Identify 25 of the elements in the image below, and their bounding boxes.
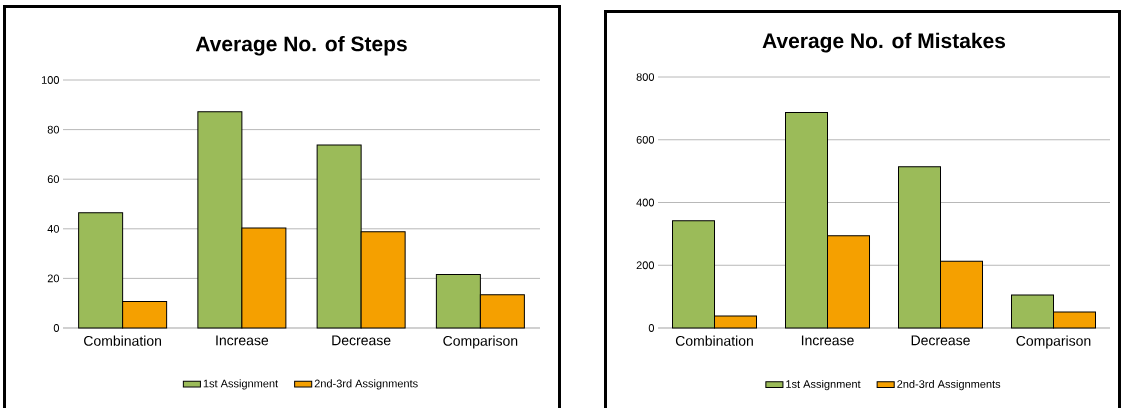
y-tick-label: 100 <box>41 76 60 84</box>
x-tick-label: Combination <box>84 335 162 346</box>
y-tick-label: 200 <box>636 261 655 270</box>
chart-title: Average No. of Steps <box>195 35 407 56</box>
x-tick-label: Comparison <box>1016 335 1091 349</box>
x-tick-label: Increase <box>801 335 854 346</box>
x-tick-label: Decrease <box>332 335 391 346</box>
legend-label: 2nd-3rd Assignments <box>314 379 418 390</box>
y-tick-label: 800 <box>636 73 655 81</box>
chart-title: Average No. of Mistakes <box>762 32 1006 53</box>
legend-label: 1st Assignment <box>203 379 279 390</box>
y-tick-label: 40 <box>47 224 60 233</box>
x-tick-label: Combination <box>675 335 753 346</box>
legend-label: 1st Assignment <box>786 379 861 391</box>
y-tick-label: 80 <box>47 125 60 134</box>
y-tick-label: 400 <box>636 198 655 207</box>
x-tick-label: Decrease <box>911 335 970 346</box>
x-tick-label: Comparison <box>443 335 518 349</box>
x-tick-label: Increase <box>216 335 269 346</box>
legend-label: 2nd-3rd Assignments <box>897 379 1001 391</box>
y-tick-label: 60 <box>47 175 60 184</box>
y-tick-label: 0 <box>648 324 655 332</box>
y-tick-label: 600 <box>636 135 655 144</box>
y-tick-label: 20 <box>47 274 60 283</box>
y-tick-label: 0 <box>53 324 60 332</box>
